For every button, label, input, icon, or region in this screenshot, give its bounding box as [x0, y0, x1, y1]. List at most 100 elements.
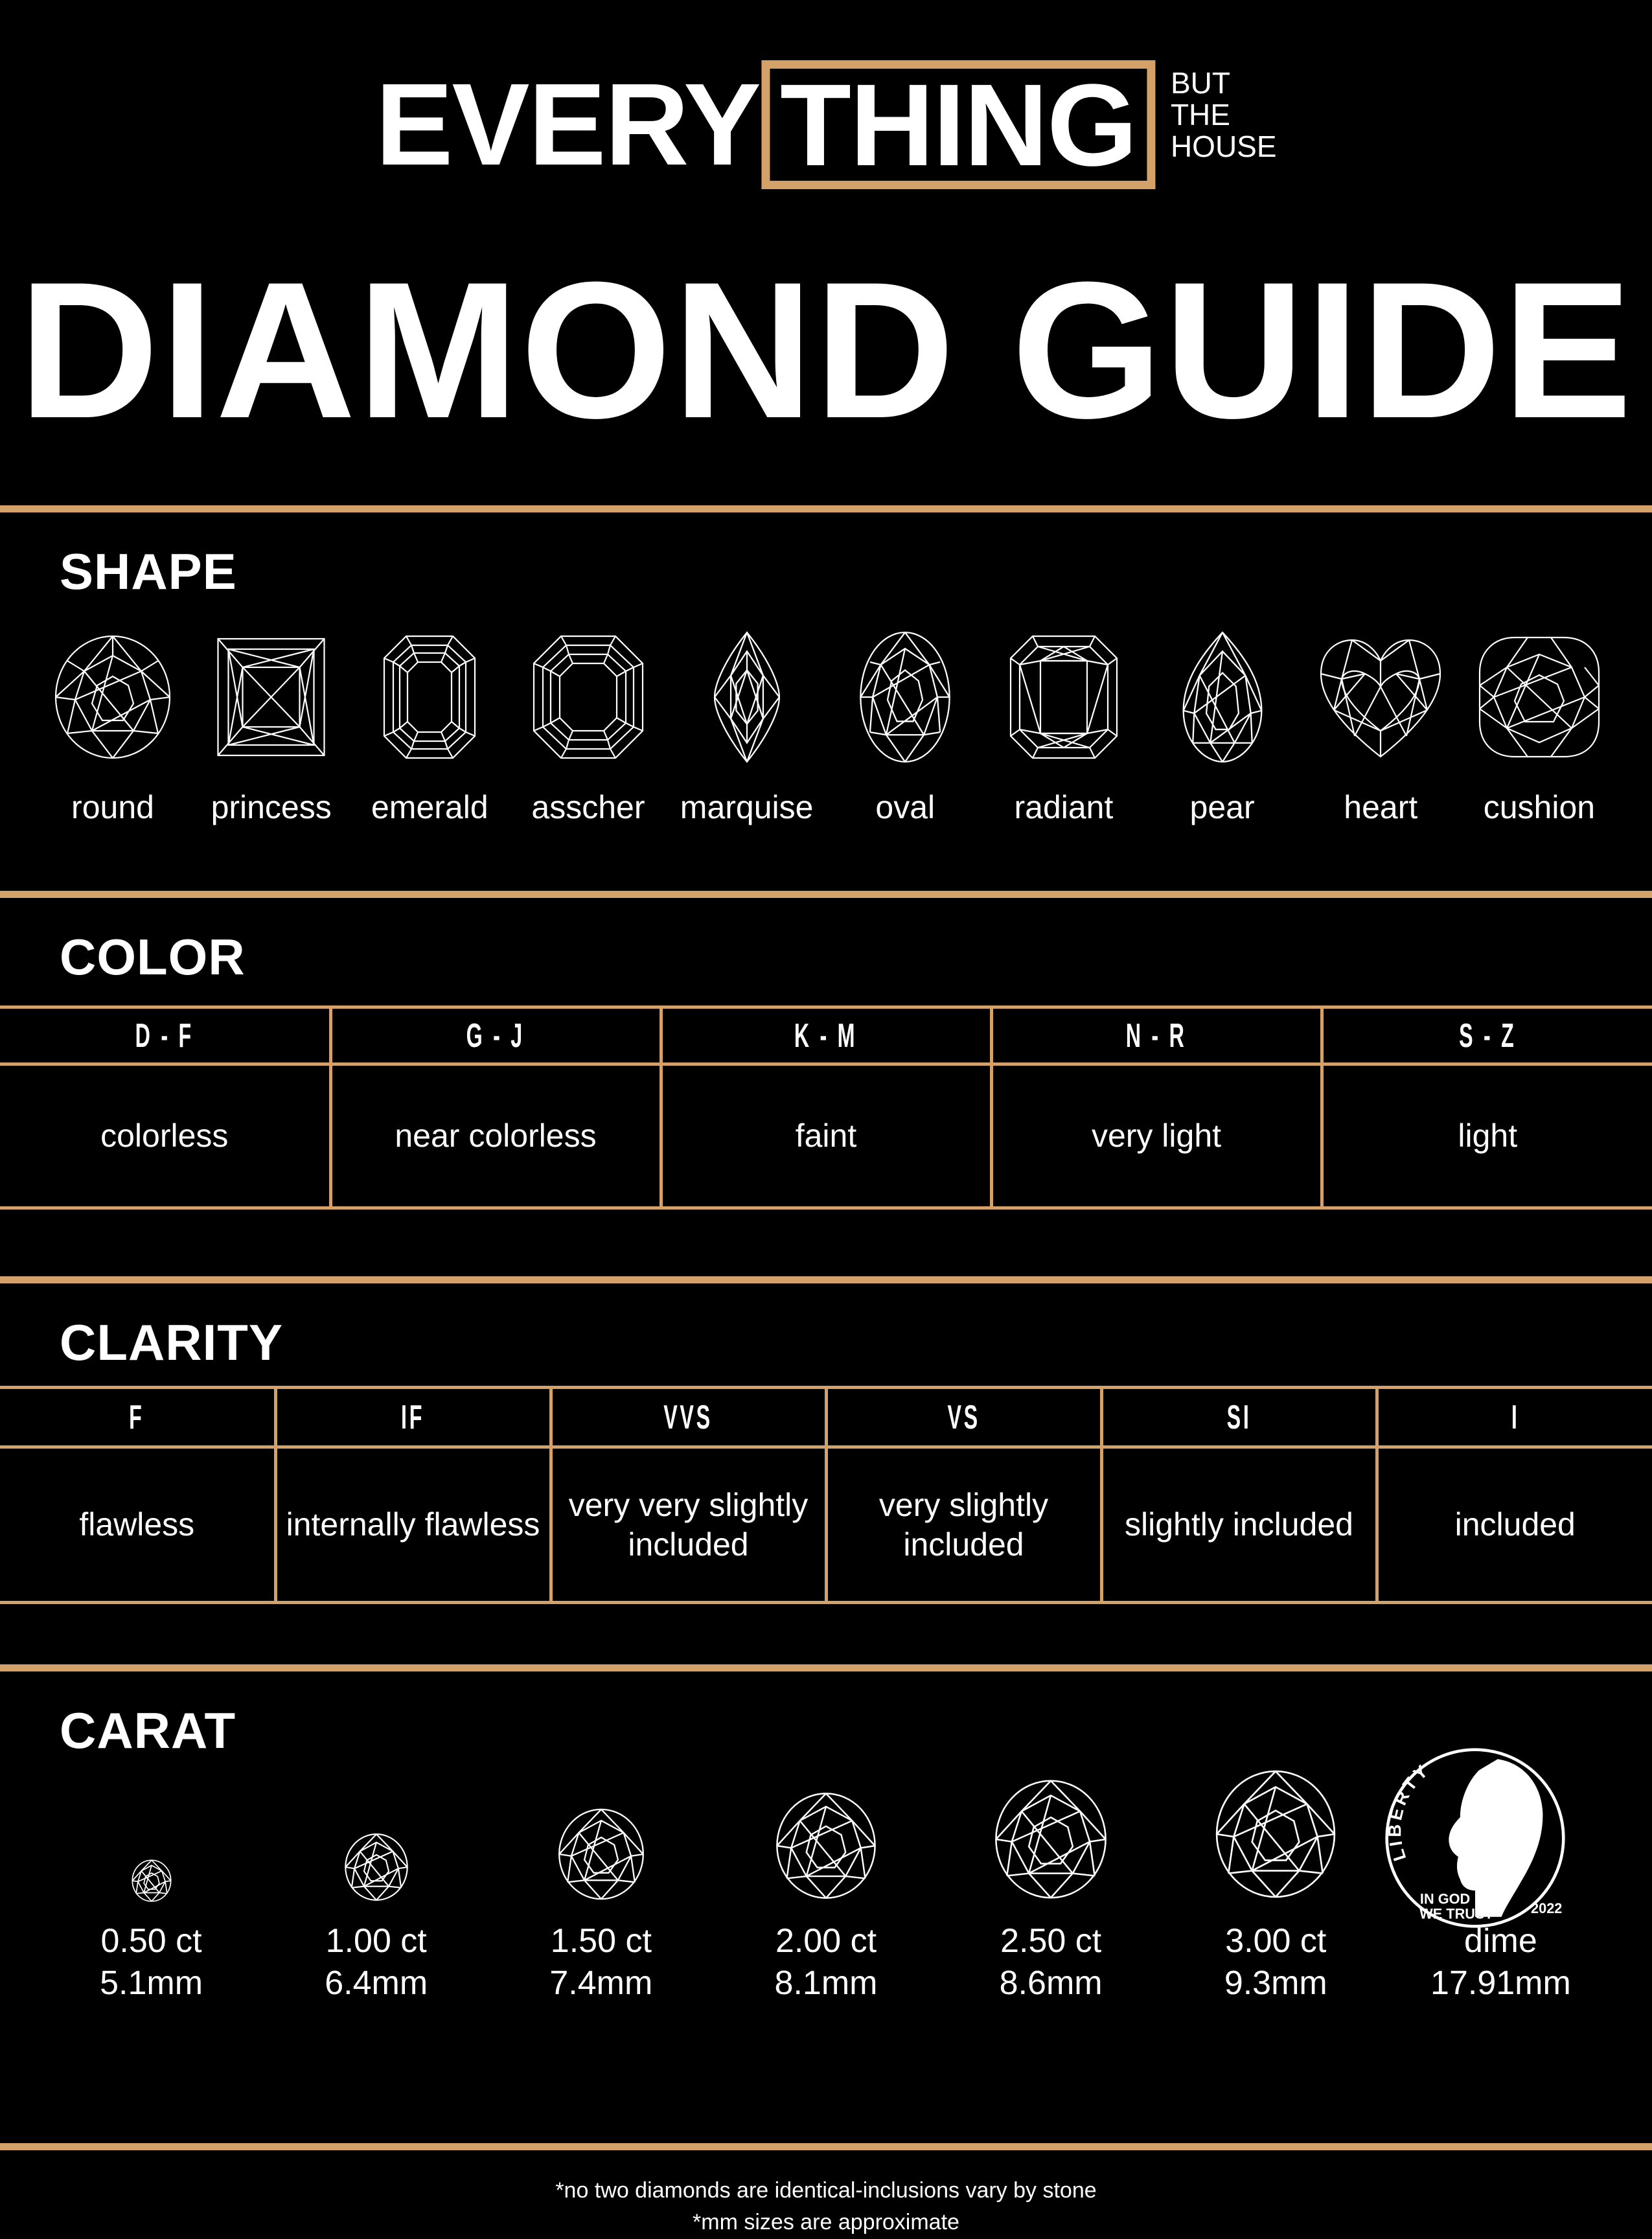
- clarity-table-body-row: flawless internally flawless very very s…: [0, 1445, 1652, 1604]
- round-brilliant-icon: [1210, 1709, 1341, 1903]
- pear-diamond-icon: [1174, 623, 1271, 772]
- carat-weight: 1.50 ct: [550, 1922, 652, 1960]
- carat-weight: 2.50 ct: [1000, 1922, 1102, 1960]
- color-grade-cell: K - M: [659, 1005, 993, 1066]
- page-header: EVERY THING BUT THE HOUSE DIAMOND GUIDE: [0, 0, 1652, 505]
- logo-word-every: EVERY: [375, 59, 761, 190]
- section-heading-clarity: CLARITY: [60, 1314, 283, 1371]
- carat-weight: 1.00 ct: [325, 1922, 427, 1960]
- carat-item-dime: dime 17.91mm: [1388, 1709, 1613, 2005]
- carat-weight: 0.50 ct: [100, 1922, 202, 1960]
- round-diamond-icon: [48, 623, 178, 772]
- shape-item-oval[interactable]: oval: [831, 623, 979, 826]
- footer-notes: *no two diamonds are identical-inclusion…: [0, 2150, 1652, 2239]
- carat-label: 2.00 ct 8.1mm: [775, 1920, 878, 2005]
- logo-tagline-line1: BUT: [1170, 66, 1230, 100]
- shape-label: radiant: [1014, 789, 1114, 825]
- shape-item-cushion[interactable]: cushion: [1465, 623, 1613, 826]
- divider-shape-color: [0, 891, 1652, 898]
- shape-item-marquise[interactable]: marquise: [673, 623, 821, 826]
- emerald-diamond-icon: [378, 623, 481, 772]
- clarity-desc-cell: flawless: [0, 1445, 277, 1604]
- color-table-body-row: colorless near colorless faint very ligh…: [0, 1062, 1652, 1210]
- carat-item-100[interactable]: 1.00 ct 6.4mm: [264, 1709, 488, 2005]
- divider-color-clarity: [0, 1276, 1652, 1283]
- carat-area: LIBERTY IN GOD WE TRUST 2022: [0, 1748, 1652, 2144]
- clarity-grade-cell: VS: [824, 1386, 1103, 1449]
- carat-mm: 8.6mm: [999, 1964, 1103, 2003]
- heart-diamond-icon: [1316, 623, 1445, 772]
- brand-logo: EVERY THING BUT THE HOUSE: [375, 59, 1277, 190]
- carat-mm: 8.1mm: [774, 1964, 878, 2003]
- carat-mm: 7.4mm: [549, 1964, 653, 2003]
- section-heading-color: COLOR: [60, 928, 246, 985]
- carat-item-200[interactable]: 2.00 ct 8.1mm: [713, 1709, 938, 2005]
- round-brilliant-icon: [990, 1709, 1112, 1903]
- clarity-grade-cell: SI: [1099, 1386, 1379, 1449]
- shape-item-round[interactable]: round: [39, 623, 187, 826]
- color-table-wrap: D - F G - J K - M N - R S - Z colorless …: [0, 982, 1652, 1210]
- oval-diamond-icon: [856, 623, 954, 772]
- footer-note-1: *no two diamonds are identical-inclusion…: [555, 2178, 1097, 2203]
- section-carat: CARAT LIBERTY IN GOD WE TRUST 2022: [0, 1671, 1652, 2143]
- color-desc-cell: faint: [659, 1062, 993, 1210]
- shape-label: round: [71, 789, 154, 825]
- round-brilliant-icon: [772, 1709, 880, 1903]
- shape-label: pear: [1189, 789, 1255, 825]
- color-grade-cell: N - R: [989, 1005, 1324, 1066]
- dime-name: dime: [1464, 1922, 1537, 1960]
- carat-label: 1.00 ct 6.4mm: [325, 1920, 428, 2005]
- svg-text:IN GOD: IN GOD: [1420, 1891, 1470, 1907]
- carat-item-150[interactable]: 1.50 ct 7.4mm: [488, 1709, 713, 2005]
- clarity-grade-cell: I: [1375, 1386, 1652, 1449]
- shape-label: oval: [875, 789, 935, 825]
- clarity-table: F IF VVS VS SI I flawless internally fla…: [0, 1386, 1652, 1604]
- logo-tagline: BUT THE HOUSE: [1171, 65, 1277, 162]
- carat-item-250[interactable]: 2.50 ct 8.6mm: [939, 1709, 1164, 2005]
- color-desc-cell: light: [1320, 1062, 1652, 1210]
- clarity-desc-cell: slightly included: [1099, 1445, 1379, 1604]
- logo-accent-box: THING: [761, 60, 1155, 190]
- clarity-grade-cell: F: [0, 1386, 277, 1449]
- carat-label: 0.50 ct 5.1mm: [100, 1920, 203, 2005]
- dime-reference: LIBERTY IN GOD WE TRUST 2022: [1381, 1744, 1569, 1935]
- clarity-desc-cell: very slightly included: [824, 1445, 1103, 1604]
- clarity-table-wrap: F IF VVS VS SI I flawless internally fla…: [0, 1368, 1652, 1604]
- round-brilliant-icon: [342, 1709, 411, 1903]
- clarity-desc-cell: very very slightly included: [549, 1445, 828, 1604]
- round-brilliant-icon: [555, 1709, 648, 1903]
- clarity-table-header-row: F IF VVS VS SI I: [0, 1386, 1652, 1449]
- shape-item-heart[interactable]: heart: [1307, 623, 1454, 826]
- section-shape: SHAPE round: [0, 512, 1652, 891]
- cushion-diamond-icon: [1476, 623, 1603, 772]
- carat-item-050[interactable]: 0.50 ct 5.1mm: [39, 1709, 264, 2005]
- carat-mm: 5.1mm: [100, 1964, 203, 2003]
- clarity-desc-cell: internally flawless: [273, 1445, 553, 1604]
- shape-label: heart: [1344, 789, 1418, 825]
- shape-item-emerald[interactable]: emerald: [356, 623, 503, 826]
- color-desc-cell: near colorless: [328, 1062, 663, 1210]
- logo-word-thing: THING: [780, 60, 1138, 190]
- shape-item-pear[interactable]: pear: [1149, 623, 1296, 826]
- clarity-grade-cell: VVS: [549, 1386, 828, 1449]
- shape-item-radiant[interactable]: radiant: [990, 623, 1138, 826]
- shape-item-princess[interactable]: princess: [198, 623, 345, 826]
- shape-label: marquise: [680, 789, 814, 825]
- shape-label: princess: [211, 789, 332, 825]
- footer-note-2: *mm sizes are approximate: [693, 2210, 959, 2235]
- divider-top: [0, 505, 1652, 512]
- carat-label: 3.00 ct 9.3mm: [1224, 1920, 1327, 2005]
- carat-item-300[interactable]: 3.00 ct 9.3mm: [1164, 1709, 1388, 2005]
- section-clarity: CLARITY F IF VVS VS SI I flawless intern…: [0, 1283, 1652, 1664]
- divider-clarity-carat: [0, 1664, 1652, 1671]
- shape-label: cushion: [1483, 789, 1596, 825]
- round-brilliant-icon: [130, 1709, 173, 1903]
- svg-text:WE TRUST: WE TRUST: [1419, 1906, 1493, 1922]
- dime-label: dime 17.91mm: [1430, 1920, 1571, 2005]
- color-grade-cell: G - J: [328, 1005, 663, 1066]
- color-grade-cell: D - F: [0, 1005, 332, 1066]
- clarity-grade-cell: IF: [273, 1386, 553, 1449]
- section-color: COLOR D - F G - J K - M N - R S - Z colo…: [0, 898, 1652, 1276]
- shape-item-asscher[interactable]: asscher: [514, 623, 662, 826]
- shape-label: emerald: [371, 789, 488, 825]
